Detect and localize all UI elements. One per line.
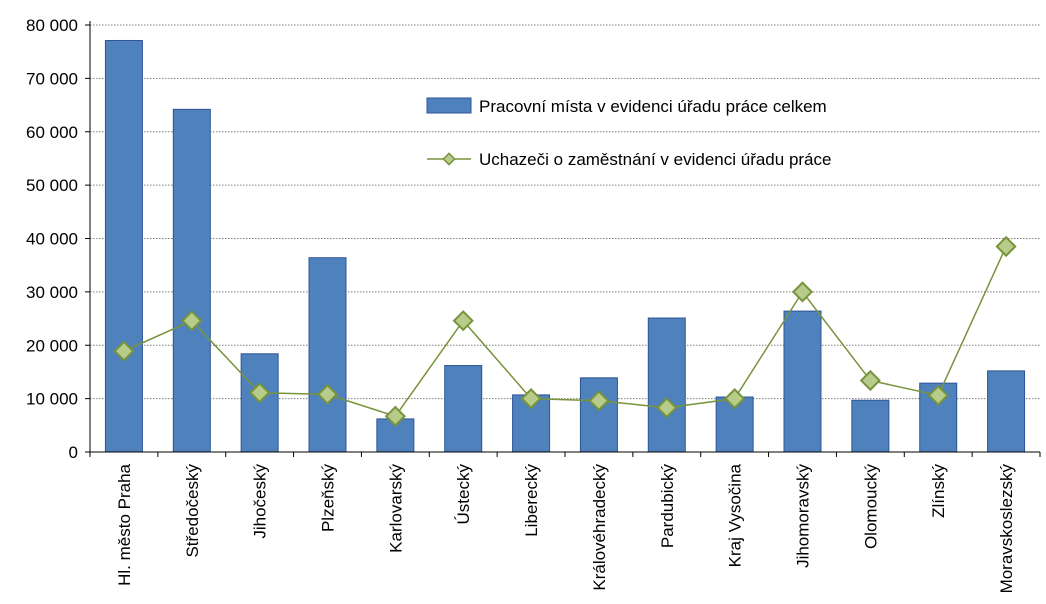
line-point bbox=[995, 235, 1017, 258]
bar bbox=[851, 399, 890, 453]
x-category-label: Pardubický bbox=[658, 464, 677, 549]
x-category-label: Liberecký bbox=[522, 464, 541, 537]
line-point bbox=[113, 340, 135, 362]
line-point bbox=[316, 383, 339, 405]
gridlines bbox=[90, 24, 1040, 400]
y-tick-label: 70 000 bbox=[26, 69, 78, 88]
bar bbox=[104, 39, 143, 453]
x-category-label: Jihomoravský bbox=[794, 464, 813, 568]
axes: 0 10 000 20 000 30 000 40 000 50 000 60 000 70 … bbox=[26, 16, 1041, 594]
line-point bbox=[859, 369, 881, 392]
x-category-label: Kraj Vysočina bbox=[726, 463, 745, 567]
bar-series bbox=[104, 39, 1026, 453]
y-tick-label: 40 000 bbox=[26, 230, 78, 249]
legend: Pracovní místa v evidenci úřadu práce ce… bbox=[426, 97, 831, 169]
y-tick-label: 10 000 bbox=[26, 390, 78, 409]
y-tick-label: 60 000 bbox=[26, 123, 78, 142]
legend-marker-swatch bbox=[442, 152, 456, 166]
line-point bbox=[384, 405, 406, 427]
bar bbox=[783, 310, 822, 453]
bar bbox=[444, 365, 483, 453]
legend-line-label: Uchazeči o zaměstnání v evidenci úřadu p… bbox=[479, 150, 831, 169]
x-category-label: Středočeský bbox=[183, 464, 202, 558]
line-point bbox=[181, 310, 203, 332]
x-category-label: Královéhradecký bbox=[590, 464, 609, 591]
x-category-label: Plzeňský bbox=[319, 464, 338, 533]
legend-bar-label: Pracovní místa v evidenci úřadu práce ce… bbox=[479, 97, 827, 116]
bar bbox=[172, 108, 211, 453]
line-point bbox=[791, 281, 814, 303]
line-point bbox=[724, 388, 746, 410]
x-category-label: Ústecký bbox=[454, 464, 473, 525]
y-tick-label: 20 000 bbox=[26, 336, 78, 355]
x-category-label: Moravskoslezský bbox=[997, 464, 1016, 594]
line-series bbox=[113, 235, 1017, 427]
bar bbox=[308, 257, 347, 453]
bar bbox=[987, 370, 1026, 453]
series-line bbox=[123, 246, 1007, 418]
x-category-label: Karlovarský bbox=[386, 464, 405, 553]
x-category-label: Olomoucký bbox=[861, 464, 880, 550]
y-tick-label: 80 000 bbox=[26, 16, 78, 35]
y-tick-label: 0 bbox=[69, 443, 78, 462]
line-point bbox=[588, 390, 610, 412]
x-category-label: Jihočeský bbox=[251, 464, 270, 539]
line-point bbox=[249, 382, 271, 404]
line-point bbox=[520, 388, 542, 410]
bar bbox=[579, 377, 618, 453]
line-point bbox=[452, 310, 474, 332]
y-tick-label: 30 000 bbox=[26, 283, 78, 302]
bar bbox=[647, 317, 686, 453]
line-point bbox=[927, 384, 949, 407]
x-category-label: Hl. město Praha bbox=[115, 463, 134, 585]
line-point bbox=[656, 397, 678, 419]
legend-bar-swatch bbox=[426, 97, 472, 114]
x-category-label: Zlínský bbox=[929, 464, 948, 518]
y-tick-label: 50 000 bbox=[26, 176, 78, 195]
